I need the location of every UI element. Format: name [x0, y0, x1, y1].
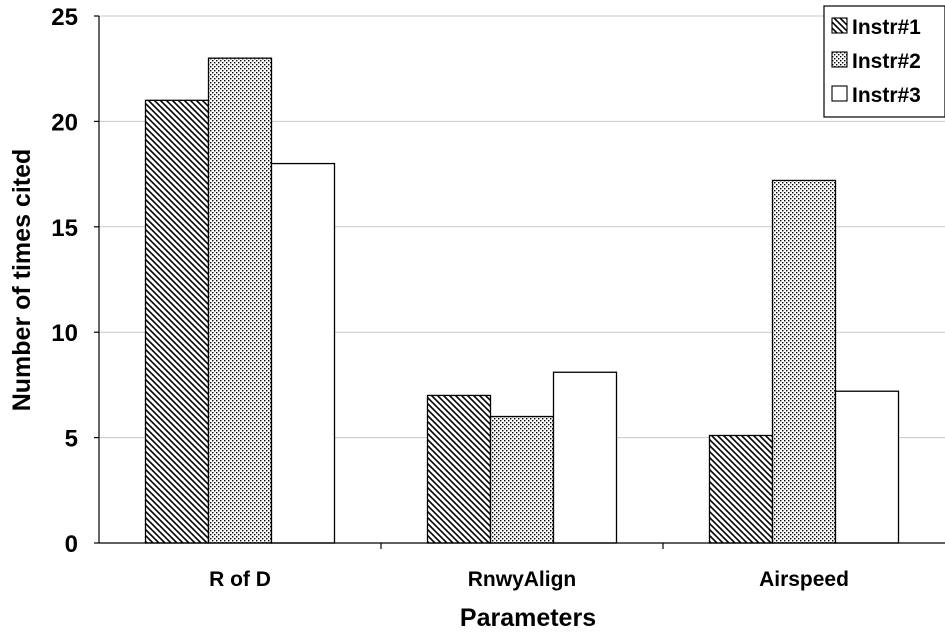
y-tick-label: 10 [51, 320, 78, 347]
bar-instr3-airspeed [834, 390, 900, 544]
legend-swatch [831, 17, 848, 34]
bar-instr3-rnwyalign [552, 371, 618, 544]
x-tick-label: Airspeed [759, 568, 849, 591]
x-tick-label: RnwyAlign [468, 568, 577, 591]
legend: Instr#1 Instr#2 Instr#3 [823, 5, 945, 118]
bar-instr3-rofd [270, 162, 336, 544]
legend-label: Instr#1 [852, 16, 921, 39]
y-tick-label: 15 [51, 215, 78, 242]
x-tick-labels: R of D RnwyAlign Airspeed [209, 543, 849, 591]
bar-instr1-rofd [144, 99, 210, 544]
bar-instr2-rnwyalign [489, 415, 555, 544]
y-tick-labels: 0 5 10 15 20 25 [51, 4, 99, 558]
bars [144, 57, 900, 544]
y-tick-label: 20 [51, 109, 78, 136]
bar-instr2-airspeed [771, 179, 837, 544]
x-tick-label: R of D [209, 568, 271, 591]
y-tick-label: 25 [51, 4, 78, 31]
legend-label: Instr#2 [852, 50, 921, 73]
legend-swatch [831, 51, 848, 68]
y-axis-title: Number of times cited [8, 149, 36, 412]
y-tick-label: 0 [65, 531, 78, 558]
legend-swatch [831, 85, 848, 102]
bar-instr1-airspeed [708, 434, 774, 544]
y-tick-label: 5 [65, 426, 78, 453]
legend-label: Instr#3 [852, 84, 921, 107]
bar-instr1-rnwyalign [426, 394, 492, 544]
bar-instr2-rofd [207, 57, 273, 544]
x-axis-title: Parameters [460, 604, 596, 632]
